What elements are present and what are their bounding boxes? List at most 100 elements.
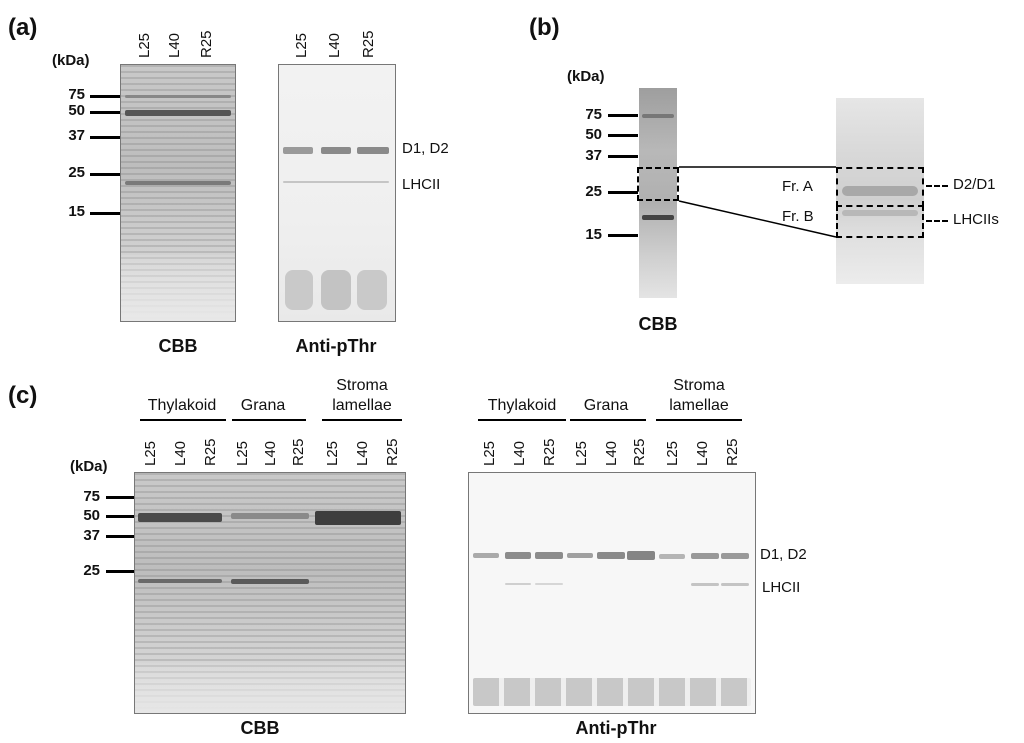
panel-c-group-underline — [570, 419, 646, 421]
panel-a-marker-tick — [90, 111, 120, 114]
gel-band — [721, 553, 749, 559]
panel-c-marker-50: 50 — [83, 507, 100, 524]
gel-band — [283, 181, 389, 183]
panel-a-marker-tick — [90, 173, 120, 176]
panel-c-marker-75: 75 — [83, 488, 100, 505]
panel-c-antibody-gel — [468, 472, 756, 714]
panel-c-ab-lane-label: R25 — [541, 438, 558, 466]
gel-smear — [285, 270, 313, 310]
panel-a-marker-15: 15 — [68, 203, 85, 220]
panel-c-ab-group-stroma: Stroma — [673, 377, 725, 394]
panel-c-cbb-group-thylakoid: Thylakoid — [147, 397, 217, 414]
panel-b-marker-15: 15 — [585, 226, 602, 243]
panel-c-marker-tick — [106, 496, 136, 499]
panel-c-cbb-group-grana: Grana — [240, 397, 286, 414]
panel-c-caption-cbb: CBB — [240, 718, 280, 738]
panel-a-band-label-d1d2: D1, D2 — [402, 140, 449, 157]
panel-a-marker-37: 37 — [68, 127, 85, 144]
gel-band — [473, 553, 499, 558]
panel-a-band-label-lhcii: LHCII — [402, 176, 441, 193]
panel-b-marker-50: 50 — [585, 126, 602, 143]
gel-band — [842, 186, 918, 196]
panel-b-selection-box — [637, 167, 679, 201]
panel-c-band-label-lhcii: LHCII — [762, 579, 801, 596]
gel-band — [842, 210, 918, 216]
panel-c-cbb-lane-label: L40 — [354, 440, 371, 466]
gel-band — [691, 583, 719, 586]
gel-band — [321, 147, 351, 154]
panel-c-cbb-gel — [134, 472, 406, 714]
gel-band — [567, 553, 593, 558]
panel-c-ab-group-grana: Grana — [583, 397, 629, 414]
gel-band — [138, 513, 222, 522]
gel-band — [721, 583, 749, 586]
gel-band — [231, 579, 309, 584]
panel-b-band-label-d2d1: D2/D1 — [953, 176, 996, 193]
panel-c-ab-lane-label: R25 — [724, 438, 741, 466]
panel-c-cbb-lane-label: L25 — [142, 440, 159, 466]
panel-c-cbb-lane-label: L40 — [172, 440, 189, 466]
panel-b-marker-tick — [608, 234, 638, 237]
panel-b-zoomed-gel — [836, 98, 924, 284]
panel-b-cbb-lane — [639, 88, 677, 298]
gel-smear — [321, 270, 351, 310]
gel-band — [505, 552, 531, 559]
panel-c-cbb-group-stroma: Stroma — [336, 377, 388, 394]
panel-b-fraction-b-box — [836, 205, 924, 238]
panel-c-cbb-group-lamellae: lamellae — [332, 397, 392, 414]
panel-c-group-underline — [140, 419, 226, 421]
panel-c-band-label-d1d2: D1, D2 — [760, 546, 807, 563]
panel-b-marker-tick — [608, 191, 638, 194]
panel-c-cbb-lane-label: R25 — [202, 438, 219, 466]
panel-b-marker-tick — [608, 155, 638, 158]
panel-b-marker-25: 25 — [585, 183, 602, 200]
panel-b-marker-75: 75 — [585, 106, 602, 123]
panel-b-leader-line — [926, 220, 948, 222]
panel-c-group-underline — [478, 419, 566, 421]
panel-b-marker-tick — [608, 114, 638, 117]
gel-band — [627, 551, 655, 560]
gel-band — [283, 147, 313, 154]
panel-b-marker-tick — [608, 134, 638, 137]
panel-a-kda-label: (kDa) — [52, 52, 90, 69]
panel-c-ab-group-thylakoid: Thylakoid — [487, 397, 557, 414]
panel-b-fraction-a-label: Fr. A — [782, 178, 813, 195]
gel-band — [659, 554, 685, 559]
panel-c-ab-group-lamellae: lamellae — [669, 397, 729, 414]
gel-smear — [357, 270, 387, 310]
zoom-line-bottom — [678, 200, 837, 238]
panel-c-label: (c) — [8, 382, 38, 409]
panel-a-marker-tick — [90, 136, 120, 139]
panel-c-ab-lane-label: L25 — [664, 440, 681, 466]
gel-smear — [135, 663, 405, 713]
panel-a-marker-tick — [90, 212, 120, 215]
panel-c-marker-tick — [106, 515, 136, 518]
panel-a-marker-75: 75 — [68, 86, 85, 103]
panel-c-kda-label: (kDa) — [70, 458, 108, 475]
panel-b-band-label-lhciis: LHCIIs — [953, 211, 999, 228]
panel-c-ab-lane-label: L25 — [481, 440, 498, 466]
panel-a-marker-50: 50 — [68, 102, 85, 119]
panel-b-label: (b) — [529, 14, 560, 41]
gel-band — [691, 553, 719, 559]
gel-band — [125, 95, 231, 98]
panel-a-antibody-gel — [278, 64, 396, 322]
panel-a-caption-cbb: CBB — [158, 336, 198, 356]
gel-band — [535, 583, 563, 585]
gel-band — [138, 579, 222, 583]
panel-c-ab-lane-label: L40 — [603, 440, 620, 466]
panel-a-marker-25: 25 — [68, 164, 85, 181]
panel-a-marker-tick — [90, 95, 120, 98]
gel-band — [642, 215, 674, 220]
panel-c-group-underline — [656, 419, 742, 421]
gel-band — [505, 583, 531, 585]
panel-c-ab-lane-label: L25 — [573, 440, 590, 466]
gel-band — [231, 513, 309, 519]
panel-b-fraction-b-label: Fr. B — [782, 208, 814, 225]
panel-c-cbb-lane-label: L25 — [324, 440, 341, 466]
panel-a-cbb-gel — [120, 64, 236, 322]
panel-c-cbb-lane-label: L25 — [234, 440, 251, 466]
gel-smear — [121, 255, 235, 321]
gel-band — [535, 552, 563, 559]
